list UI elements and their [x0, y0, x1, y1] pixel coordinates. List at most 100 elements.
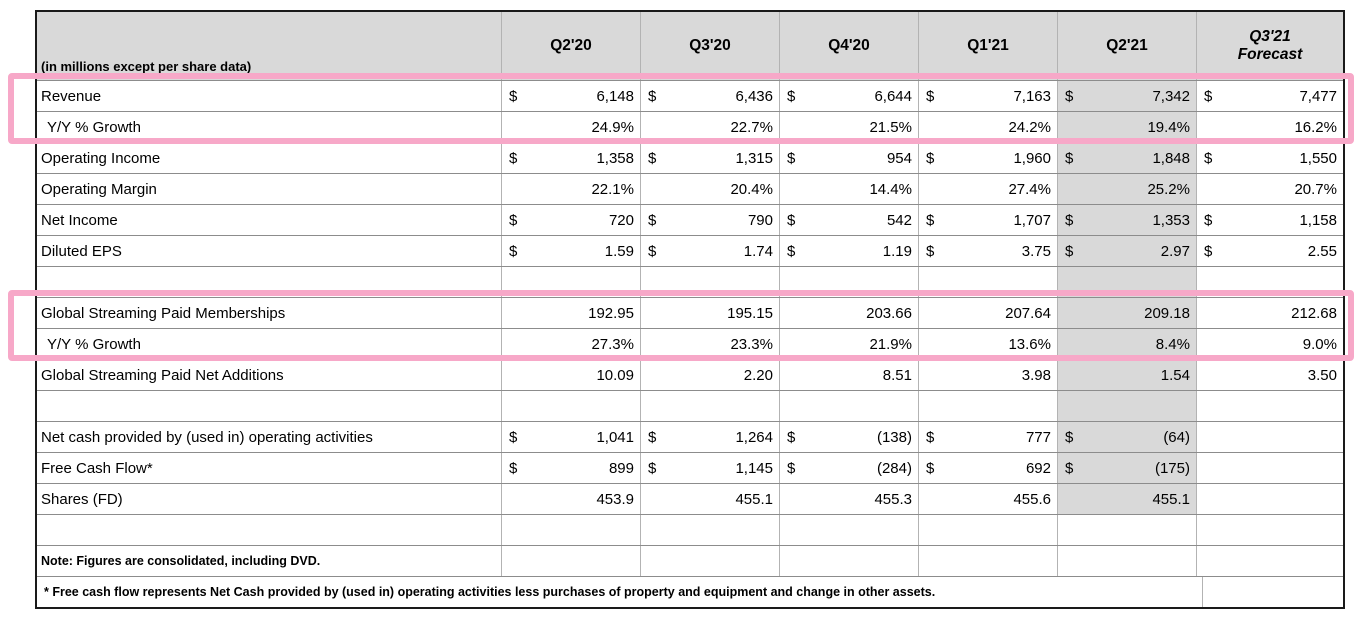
empty-cell [918, 267, 1057, 297]
cell-value: 27.3% [591, 335, 634, 353]
empty-cell [779, 267, 918, 297]
cell-value: 1,960 [1013, 149, 1051, 167]
cell-value: 22.7% [730, 118, 773, 136]
cell-value: 1,315 [735, 149, 773, 167]
cell-value: 3.50 [1307, 366, 1337, 384]
operating-income-label: Operating Income [41, 149, 161, 167]
cell-value: 195.15 [727, 304, 773, 322]
cell-value: 24.9% [591, 118, 634, 136]
empty-cell [501, 546, 640, 576]
net-cash-operating-activities-q2-20: $1,041 [501, 422, 640, 452]
net-cash-operating-activities-label: Net cash provided by (used in) operating… [41, 428, 373, 446]
cell-value: 23.3% [730, 335, 773, 353]
empty-cell [501, 515, 640, 545]
cell-value: 8.4% [1155, 335, 1190, 353]
cell-value: 6,436 [735, 87, 773, 105]
global-streaming-paid-net-additions-q2-21: 1.54 [1057, 360, 1196, 390]
memberships-yoy-growth-q2-20: 27.3% [501, 329, 640, 359]
table-row-memberships-yoy-growth: Y/Y % Growth 27.3% 23.3% 21.9% 13.6% 8.4% 9.0% [37, 328, 1343, 359]
column-header-q2-20: Q2'20 [501, 12, 640, 80]
global-streaming-paid-net-additions-q3-20: 2.20 [640, 360, 779, 390]
currency-symbol: $ [1065, 459, 1074, 477]
revenue-yoy-growth-q2-20: 24.9% [501, 112, 640, 142]
operating-income-q1-21: $1,960 [918, 143, 1057, 173]
empty-cell [1196, 484, 1343, 514]
cell-value: 720 [608, 211, 634, 229]
table-body: Revenue $6,148 $6,436 $6,644 $7,163 $7,342 $7,… [37, 80, 1343, 545]
cell-value: 1.54 [1160, 366, 1190, 384]
global-streaming-paid-memberships-q2-21: 209.18 [1057, 298, 1196, 328]
cell-value: 3.98 [1021, 366, 1051, 384]
revenue-yoy-growth-q3-21: 16.2% [1196, 112, 1343, 142]
table-header-row: (in millions except per share data) Q2'2… [37, 12, 1343, 80]
memberships-yoy-growth-label: Y/Y % Growth [47, 335, 141, 353]
global-streaming-paid-memberships-q3-20: 195.15 [640, 298, 779, 328]
cell-value: (175) [1154, 459, 1190, 477]
table-row-shares-fd: Shares (FD) 453.9 455.1 455.3 455.6 455.1 [37, 483, 1343, 514]
currency-symbol: $ [648, 149, 657, 167]
currency-symbol: $ [648, 242, 657, 260]
shares-fd-q2-20: 453.9 [501, 484, 640, 514]
net-income-q4-20: $542 [779, 205, 918, 235]
cell-value: 209.18 [1144, 304, 1190, 322]
diluted-eps-q3-20: $1.74 [640, 236, 779, 266]
cell-value: 2.55 [1307, 242, 1337, 260]
currency-symbol: $ [509, 459, 518, 477]
net-income-q3-20: $790 [640, 205, 779, 235]
global-streaming-paid-memberships-label: Global Streaming Paid Memberships [41, 304, 286, 322]
free-cash-flow-label: Free Cash Flow* [41, 459, 153, 477]
net-cash-operating-activities-q2-21: $ (64) [1057, 422, 1196, 452]
cell-value: 19.4% [1147, 118, 1190, 136]
table-row-free-cash-flow: Free Cash Flow* $899 $1,145 $ (284) $692 $ (175… [37, 452, 1343, 483]
currency-symbol: $ [926, 149, 935, 167]
cell-value: 692 [1025, 459, 1051, 477]
free-cash-flow-q3-20: $1,145 [640, 453, 779, 483]
cell-value: 10.09 [596, 366, 634, 384]
global-streaming-paid-net-additions-label: Global Streaming Paid Net Additions [41, 366, 284, 384]
units-label: (in millions except per share data) [41, 59, 252, 74]
cell-value: (284) [876, 459, 912, 477]
consolidation-note: Note: Figures are consolidated, includin… [41, 554, 321, 568]
empty-cell [1196, 391, 1343, 421]
free-cash-flow-q2-21: $ (175) [1057, 453, 1196, 483]
empty-cell [918, 515, 1057, 545]
table-row-net-income: Net Income $720 $790 $542 $1,707 $1,353 $1,158 [37, 204, 1343, 235]
empty-cell [918, 391, 1057, 421]
column-header-q3-20: Q3'20 [640, 12, 779, 80]
shares-fd-q3-20: 455.1 [640, 484, 779, 514]
table-row-spacer-1 [37, 266, 1343, 297]
empty-cell [1196, 422, 1343, 452]
net-income-label: Net Income [41, 211, 118, 229]
revenue-yoy-growth-q2-21: 19.4% [1057, 112, 1196, 142]
table-row-global-streaming-paid-memberships: Global Streaming Paid Memberships 192.95 1… [37, 297, 1343, 328]
cell-value: 1,041 [596, 428, 634, 446]
cell-value: 207.64 [1005, 304, 1051, 322]
revenue-yoy-growth-q4-20: 21.5% [779, 112, 918, 142]
currency-symbol: $ [648, 459, 657, 477]
currency-symbol: $ [787, 428, 796, 446]
empty-cell [501, 267, 640, 297]
shares-fd-q2-21: 455.1 [1057, 484, 1196, 514]
cell-value: 7,342 [1152, 87, 1190, 105]
currency-symbol: $ [926, 459, 935, 477]
diluted-eps-q1-21: $3.75 [918, 236, 1057, 266]
revenue-q3-20: $6,436 [640, 81, 779, 111]
memberships-yoy-growth-q3-21: 9.0% [1196, 329, 1343, 359]
operating-margin-q3-20: 20.4% [640, 174, 779, 204]
empty-cell [37, 515, 501, 545]
cell-value: 1.74 [743, 242, 773, 260]
operating-income-q2-21: $1,848 [1057, 143, 1196, 173]
cell-value: 6,644 [874, 87, 912, 105]
memberships-yoy-growth-q3-20: 23.3% [640, 329, 779, 359]
currency-symbol: $ [648, 428, 657, 446]
table-row-revenue: Revenue $6,148 $6,436 $6,644 $7,163 $7,342 $7,… [37, 80, 1343, 111]
empty-cell [1057, 515, 1196, 545]
empty-cell [1202, 577, 1343, 607]
operating-income-q3-20: $1,315 [640, 143, 779, 173]
currency-symbol: $ [1204, 242, 1213, 260]
currency-symbol: $ [1065, 242, 1074, 260]
cell-value: 453.9 [596, 490, 634, 508]
table-row-diluted-eps: Diluted EPS $1.59 $1.74 $1.19 $3.75 $2.97 $2.5… [37, 235, 1343, 266]
currency-symbol: $ [787, 87, 796, 105]
currency-symbol: $ [926, 428, 935, 446]
